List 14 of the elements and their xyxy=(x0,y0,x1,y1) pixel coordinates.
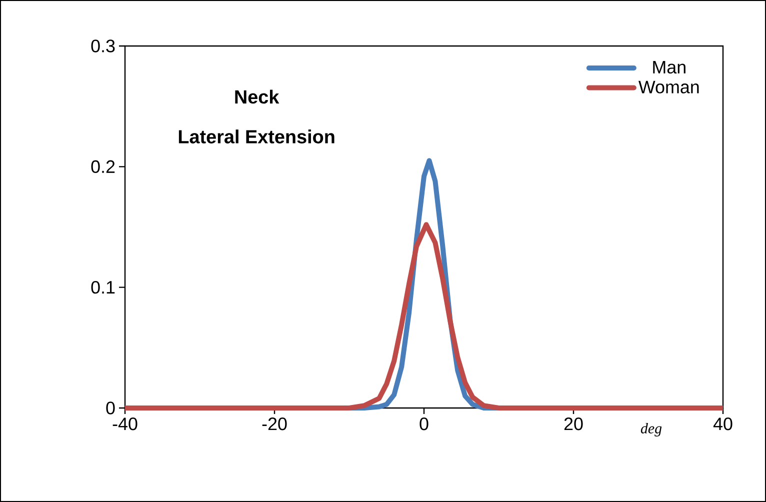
text: Lateral Extension xyxy=(178,130,334,144)
x-tick-label: 0 xyxy=(420,418,428,430)
x-tick-label: 20 xyxy=(564,418,583,430)
text: Neck xyxy=(235,90,280,104)
y-tick-label: 0.2 xyxy=(91,160,115,174)
y-tick-label: 0 xyxy=(106,402,115,414)
legend-label: Man xyxy=(653,61,686,74)
legend-label: Woman xyxy=(638,80,699,94)
x-axis-title: deg xyxy=(640,422,662,436)
x-tick-label: -20 xyxy=(262,418,287,430)
y-tick-label: 0.3 xyxy=(91,40,115,52)
x-tick-label: -40 xyxy=(112,418,138,430)
y-tick-label: 0.1 xyxy=(91,280,115,294)
x-tick-label: 40 xyxy=(713,418,732,430)
